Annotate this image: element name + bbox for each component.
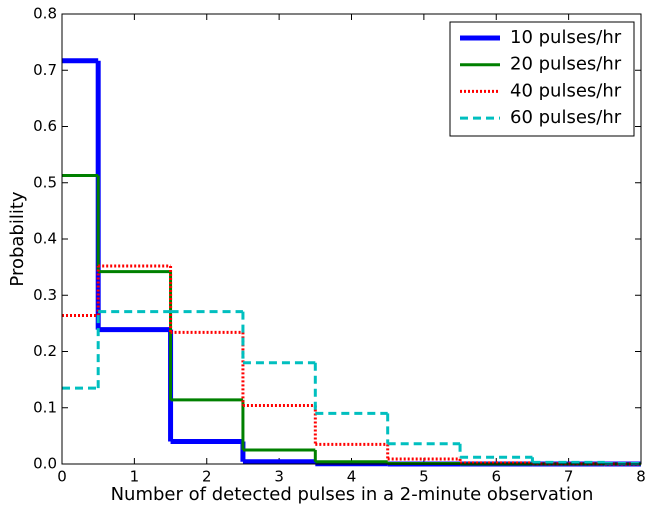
legend-label: 40 pulses/hr (510, 80, 622, 101)
y-tick-label: 0.4 (33, 230, 57, 248)
legend-label: 10 pulses/hr (510, 27, 622, 48)
x-tick-label: 5 (419, 468, 429, 486)
series (62, 310, 641, 465)
x-tick-label: 3 (274, 468, 284, 486)
x-tick-label: 2 (202, 468, 212, 486)
y-tick-label: 0.2 (33, 342, 57, 360)
x-axis-label: Number of detected pulses in a 2-minute … (111, 484, 594, 505)
x-tick-label: 0 (57, 468, 67, 486)
series (62, 264, 641, 466)
legend-label: 20 pulses/hr (510, 54, 622, 75)
y-tick-label: 0.3 (33, 286, 57, 304)
legend: 10 pulses/hr 20 pulses/hr 40 pulses/hr 60 p… (449, 21, 635, 137)
x-tick-label: 1 (130, 468, 140, 486)
x-tick-label: 6 (491, 468, 501, 486)
legend-label: 60 pulses/hr (510, 107, 622, 128)
y-tick-label: 0.0 (33, 455, 57, 473)
series (62, 173, 641, 466)
y-axis-label: Probability (7, 191, 28, 286)
y-tick-label: 0.7 (33, 61, 57, 79)
y-tick-label: 0.5 (33, 173, 57, 191)
plot-frame (61, 13, 642, 465)
x-tick-label: 8 (636, 468, 646, 486)
x-tick-label: 7 (564, 468, 574, 486)
y-tick-label: 0.1 (33, 398, 57, 416)
x-tick-label: 4 (347, 468, 357, 486)
y-tick-label: 0.8 (33, 5, 57, 23)
y-tick-label: 0.6 (33, 117, 57, 135)
